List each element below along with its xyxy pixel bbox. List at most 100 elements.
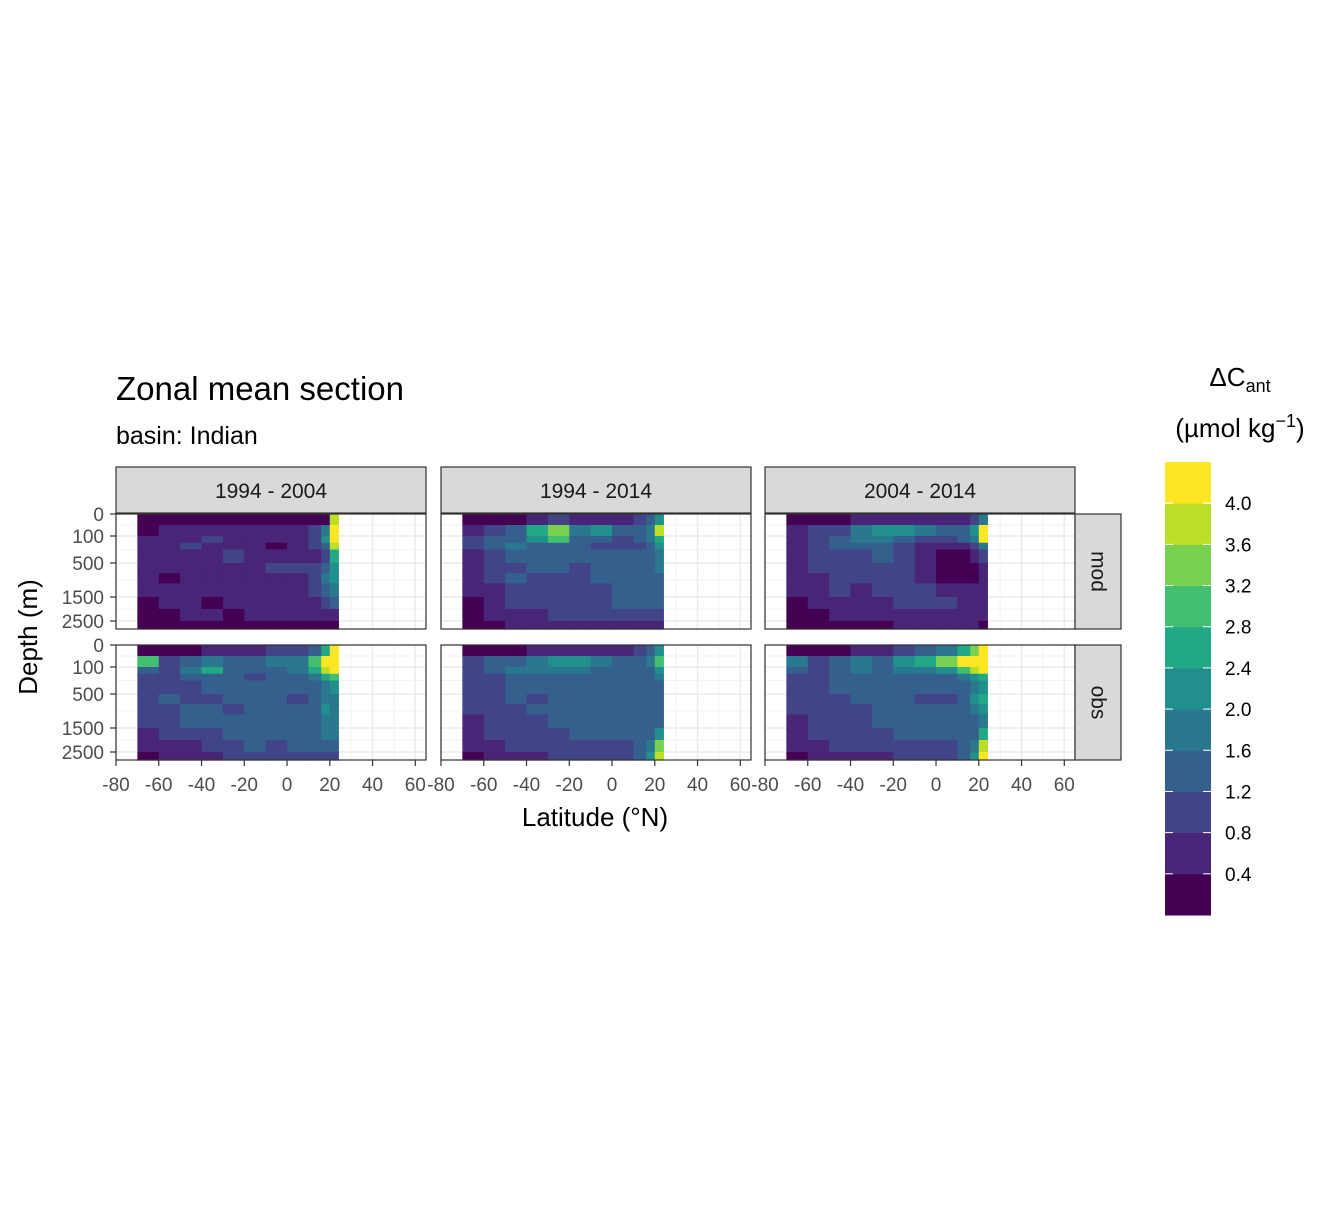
heatmap-cell <box>329 656 339 668</box>
heatmap-cell <box>786 740 809 753</box>
heatmap-cell <box>321 609 331 622</box>
heatmap-cell <box>321 694 331 705</box>
heatmap-cell <box>329 728 339 741</box>
heatmap-cell <box>646 597 656 610</box>
heatmap-cell <box>137 740 160 753</box>
heatmap-cell <box>871 536 894 544</box>
heatmap-cell <box>505 597 528 610</box>
heatmap-cell <box>462 694 485 705</box>
heatmap-cell <box>970 752 980 761</box>
heatmap-cell <box>287 573 310 584</box>
heatmap-cell <box>936 645 959 657</box>
heatmap-cell <box>646 714 656 729</box>
heatmap-cell <box>978 573 988 584</box>
heatmap-cell <box>957 673 971 682</box>
heatmap-cell <box>265 673 288 682</box>
heatmap-cell <box>786 563 809 574</box>
heatmap-cell <box>180 542 203 551</box>
heatmap-cell <box>201 542 224 551</box>
heatmap-cell <box>180 680 203 695</box>
heatmap-cell <box>526 621 549 630</box>
heatmap-cell <box>978 667 988 675</box>
heatmap-cell <box>158 680 181 695</box>
heatmap-cell <box>871 563 894 574</box>
heatmap-cell <box>287 740 310 753</box>
heatmap-cell <box>654 573 664 584</box>
heatmap-cell <box>654 583 664 598</box>
legend-color-step <box>1165 667 1211 710</box>
heatmap-cell <box>244 645 267 657</box>
heatmap-cell <box>970 667 980 675</box>
x-tick-label: -80 <box>102 775 129 796</box>
heatmap-cell <box>590 656 613 668</box>
heatmap-cell <box>547 573 570 584</box>
heatmap-cell <box>222 714 245 729</box>
heatmap-cell <box>957 656 971 668</box>
heatmap-cell <box>201 667 224 675</box>
heatmap-cell <box>462 542 485 551</box>
heatmap-cell <box>786 621 809 630</box>
heatmap-cell <box>180 714 203 729</box>
heatmap-cell <box>612 680 635 695</box>
heatmap-cell <box>786 549 809 564</box>
heatmap-cell <box>137 597 160 610</box>
heatmap-cell <box>850 549 873 564</box>
heatmap-cell <box>850 714 873 729</box>
heatmap-cell <box>957 514 971 526</box>
panel-obs-1 <box>440 644 752 761</box>
heatmap-cell <box>265 525 288 537</box>
heatmap-cell <box>633 680 647 695</box>
heatmap-cell <box>871 752 894 761</box>
heatmap-cell <box>547 704 570 715</box>
heatmap-cell <box>633 573 647 584</box>
heatmap-cell <box>978 621 988 630</box>
heatmap-cell <box>158 714 181 729</box>
heatmap-cell <box>265 609 288 622</box>
legend-title-units: (µmol kg <box>1175 413 1275 443</box>
heatmap-cell <box>547 656 570 668</box>
heatmap-cell <box>547 621 570 630</box>
heatmap-cell <box>569 680 592 695</box>
legend-color-step <box>1165 791 1211 834</box>
heatmap-cell <box>633 563 647 574</box>
heatmap-cell <box>914 740 937 753</box>
heatmap-cell <box>308 514 322 526</box>
heatmap-cell <box>893 728 916 741</box>
heatmap-cell <box>308 536 322 544</box>
heatmap-cell <box>483 694 506 705</box>
heatmap-cell <box>914 667 937 675</box>
heatmap-cell <box>829 728 852 741</box>
heatmap-cell <box>590 536 613 544</box>
heatmap-cell <box>633 704 647 715</box>
heatmap-cell <box>308 549 322 564</box>
heatmap-cell <box>654 694 664 705</box>
heatmap-cell <box>329 645 339 657</box>
heatmap-cell <box>321 542 331 551</box>
heatmap-cell <box>612 714 635 729</box>
heatmap-cell <box>978 563 988 574</box>
heatmap-cell <box>526 536 549 544</box>
heatmap-cell <box>590 728 613 741</box>
heatmap-cell <box>308 680 322 695</box>
heatmap-cell <box>871 621 894 630</box>
heatmap-cell <box>871 656 894 668</box>
heatmap-cell <box>850 621 873 630</box>
heatmap-cell <box>547 667 570 675</box>
heatmap-cell <box>287 549 310 564</box>
heatmap-cell <box>158 645 181 657</box>
heatmap-cell <box>308 525 322 537</box>
heatmap-cell <box>936 609 959 622</box>
heatmap-cell <box>893 563 916 574</box>
heatmap-cell <box>505 752 528 761</box>
heatmap-cell <box>547 752 570 761</box>
panel-border <box>440 513 752 630</box>
heatmap-cell <box>612 549 635 564</box>
heatmap-cell <box>180 573 203 584</box>
heatmap-cell <box>321 645 331 657</box>
heatmap-cell <box>321 740 331 753</box>
heatmap-cell <box>462 752 485 761</box>
heatmap-cell <box>222 680 245 695</box>
heatmap-cell <box>244 667 267 675</box>
heatmap-cell <box>569 728 592 741</box>
heatmap-cell <box>462 667 485 675</box>
